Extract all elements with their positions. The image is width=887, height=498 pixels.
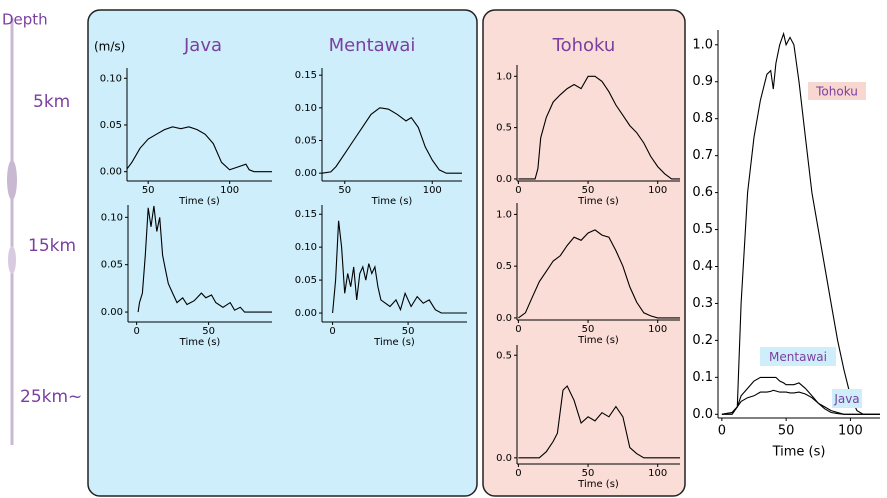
x-tick-label: 50 xyxy=(582,468,595,479)
x-axis-label: Time (s) xyxy=(772,445,826,460)
depth-level: 15km xyxy=(28,236,76,256)
x-tick-label: 50 xyxy=(582,185,595,196)
y-tick-label: 0.00 xyxy=(100,167,122,178)
y-tick-label: 0.3 xyxy=(692,296,713,311)
x-tick-label: 0 xyxy=(133,326,139,337)
y-tick-label: 0.0 xyxy=(692,407,713,422)
series-label: Mentawai xyxy=(769,350,827,364)
rod-blob xyxy=(7,160,17,200)
rod-blob xyxy=(8,246,16,274)
y-tick-label: 0.2 xyxy=(692,333,713,348)
x-axis-label: Time (s) xyxy=(577,479,619,490)
x-tick-label: 100 xyxy=(220,185,239,196)
x-tick-label: 50 xyxy=(142,185,155,196)
x-axis-label: Time (s) xyxy=(178,196,220,207)
figure: Depth 5km 15km 25km~ Java Mentawai Tohok… xyxy=(0,0,887,498)
x-tick-label: 100 xyxy=(648,468,667,479)
x-tick-label: 100 xyxy=(838,424,863,439)
depth-title: Depth xyxy=(2,11,48,29)
x-axis-label: Time (s) xyxy=(179,337,221,348)
y-tick-label: 0.05 xyxy=(295,275,317,286)
y-tick-label: 0.10 xyxy=(101,212,123,223)
y-tick-label: 0.10 xyxy=(295,242,317,253)
y-tick-label: 0.00 xyxy=(101,307,123,318)
y-tick-label: 0.5 xyxy=(496,123,512,134)
y-tick-label: 1.0 xyxy=(692,37,713,52)
y-tick-label: 0.15 xyxy=(295,209,317,220)
x-tick-label: 0 xyxy=(515,468,521,479)
panel-shallow xyxy=(88,10,477,496)
column-title: Tohoku xyxy=(552,35,616,56)
y-tick-label: 0.00 xyxy=(295,168,317,179)
x-tick-label: 50 xyxy=(202,326,215,337)
y-tick-label: 0.05 xyxy=(100,120,122,131)
x-tick-label: 0 xyxy=(515,185,521,196)
x-axis-label: Time (s) xyxy=(577,196,619,207)
y-tick-label: 0.0 xyxy=(496,313,512,324)
y-tick-label: 1.0 xyxy=(496,71,512,82)
y-tick-label: 0.1 xyxy=(692,370,713,385)
y-tick-label: 0.00 xyxy=(295,308,317,319)
x-tick-label: 50 xyxy=(402,326,415,337)
y-tick-label: 0.0 xyxy=(496,174,512,185)
y-tick-label: 0.05 xyxy=(101,260,123,271)
x-tick-label: 0 xyxy=(718,424,726,439)
x-tick-label: 50 xyxy=(338,185,351,196)
unit-label: (m/s) xyxy=(94,40,125,54)
x-axis-label: Time (s) xyxy=(577,335,619,346)
x-axis-label: Time (s) xyxy=(373,337,415,348)
series-label: Tohoku xyxy=(815,85,858,99)
y-tick-label: 0.6 xyxy=(692,185,713,200)
y-tick-label: 0.9 xyxy=(692,74,713,89)
depth-level: 5km xyxy=(33,92,70,112)
y-tick-label: 1.0 xyxy=(496,209,512,220)
y-tick-label: 0.5 xyxy=(496,350,512,361)
x-tick-label: 100 xyxy=(423,185,442,196)
depth-level: 25km~ xyxy=(20,387,82,407)
series-label: Java xyxy=(833,392,859,406)
y-tick-label: 0.10 xyxy=(100,73,122,84)
y-tick-label: 0.5 xyxy=(496,261,512,272)
x-tick-label: 100 xyxy=(648,324,667,335)
y-tick-label: 0.4 xyxy=(692,259,713,274)
x-tick-label: 0 xyxy=(329,326,335,337)
column-title: Java xyxy=(183,35,222,56)
x-tick-label: 50 xyxy=(582,324,595,335)
x-tick-label: 100 xyxy=(648,185,667,196)
x-tick-label: 50 xyxy=(778,424,795,439)
page: Depth 5km 15km 25km~ Java Mentawai Tohok… xyxy=(0,0,887,498)
depth-rod xyxy=(7,18,17,445)
y-tick-label: 0.0 xyxy=(496,453,512,464)
y-tick-label: 0.7 xyxy=(692,148,713,163)
y-tick-label: 0.15 xyxy=(295,70,317,81)
y-tick-label: 0.5 xyxy=(692,222,713,237)
y-tick-label: 0.8 xyxy=(692,111,713,126)
x-tick-label: 0 xyxy=(515,324,521,335)
column-title: Mentawai xyxy=(329,35,416,56)
y-tick-label: 0.10 xyxy=(295,103,317,114)
y-tick-label: 0.05 xyxy=(295,136,317,147)
x-axis-label: Time (s) xyxy=(371,196,413,207)
